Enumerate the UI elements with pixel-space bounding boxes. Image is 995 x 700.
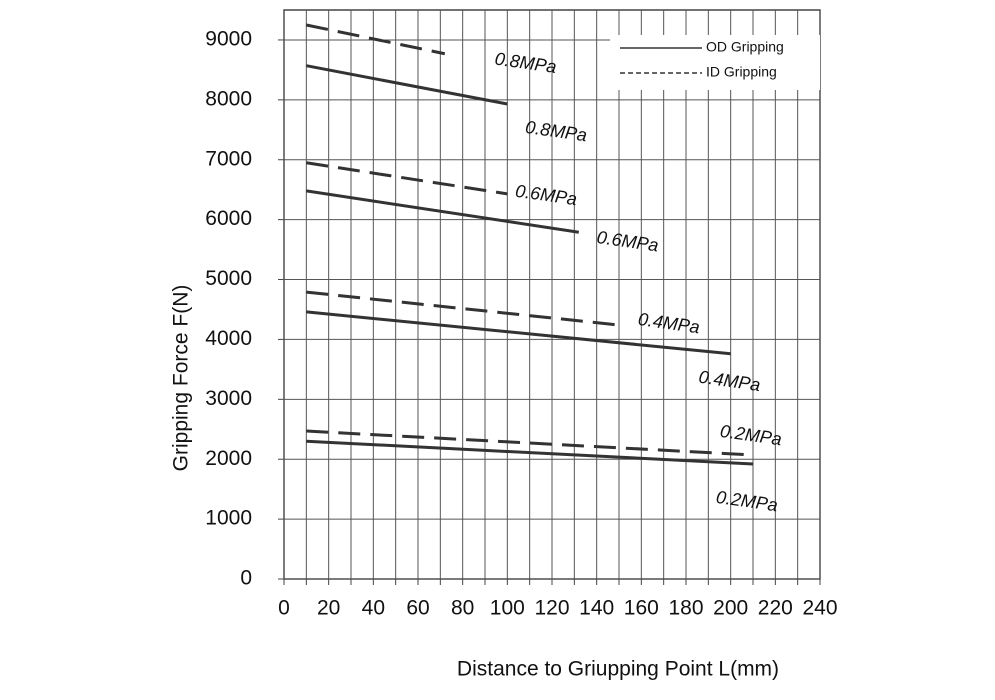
legend-box (610, 35, 820, 90)
series-line (306, 290, 620, 327)
y-axis-title: Gripping Force F(N) (170, 285, 193, 472)
x-tick-label: 80 (451, 597, 474, 620)
series-line (306, 161, 508, 196)
x-tick-label: 140 (579, 597, 614, 620)
series-line (306, 64, 508, 106)
x-tick-label: 20 (317, 597, 340, 620)
series-line (306, 439, 754, 466)
x-tick-label: 240 (802, 597, 837, 620)
legend-label: ID Gripping (706, 64, 777, 80)
x-tick-label: 60 (406, 597, 429, 620)
x-tick-label: 120 (534, 597, 569, 620)
x-tick-label: 0 (278, 597, 290, 620)
series-line (306, 429, 754, 457)
y-tick-label: 7000 (205, 147, 252, 170)
y-tick-label: 2000 (205, 447, 252, 470)
x-tick-label: 180 (668, 597, 703, 620)
series-line (306, 189, 580, 234)
legend-label: OD Gripping (706, 39, 784, 55)
series-line (306, 310, 731, 356)
x-axis-title: Distance to Griupping Point L(mm) (457, 658, 779, 681)
series-line (306, 23, 446, 56)
y-tick-label: 1000 (205, 507, 252, 530)
y-tick-label: 9000 (205, 27, 252, 50)
y-tick-label: 0 (240, 567, 252, 590)
y-tick-label: 3000 (205, 387, 252, 410)
y-tick-label: 6000 (205, 207, 252, 230)
y-tick-label: 8000 (205, 87, 252, 110)
x-tick-label: 160 (624, 597, 659, 620)
x-tick-label: 200 (713, 597, 748, 620)
x-tick-label: 40 (362, 597, 385, 620)
y-tick-label: 5000 (205, 267, 252, 290)
y-tick-label: 4000 (205, 327, 252, 350)
x-tick-label: 220 (758, 597, 793, 620)
x-tick-label: 100 (490, 597, 525, 620)
